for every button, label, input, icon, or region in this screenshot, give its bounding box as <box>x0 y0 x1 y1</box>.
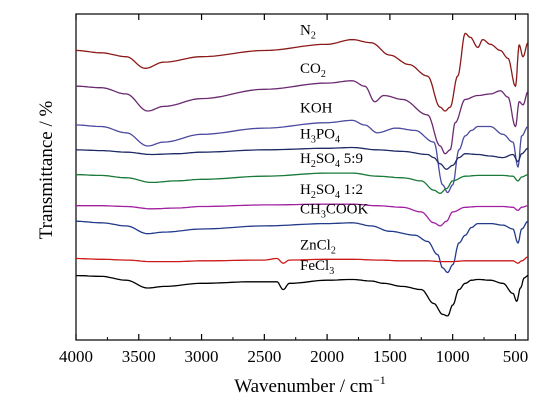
x-tick-label: 500 <box>503 347 529 366</box>
series-line-ch3cook <box>75 220 529 274</box>
x-tick-label: 3000 <box>185 347 219 366</box>
x-axis-title: Wavenumber / cm−1 <box>234 373 386 397</box>
series-label: H2SO4 1:2 <box>300 182 363 201</box>
series-label: H2SO4 5:9 <box>300 151 363 170</box>
series-label: CO2 <box>300 61 326 80</box>
x-axis-ticks: 4000 3500 3000 2500 2000 1500 1000 500 <box>59 14 528 366</box>
plot-frame <box>75 13 529 341</box>
x-tick-label: 2000 <box>310 347 344 366</box>
series-line-h3po4 <box>75 146 529 170</box>
x-tick-label: 1000 <box>436 347 470 366</box>
series-line-zncl2 <box>76 256 529 264</box>
series-line-h2so4-1-2 <box>76 203 529 227</box>
x-tick-label: 3500 <box>122 347 156 366</box>
series-label: KOH <box>300 101 333 117</box>
series-label: H3PO4 <box>300 126 340 145</box>
x-tick-label: 1500 <box>373 347 407 366</box>
series-line-fecl3 <box>76 274 528 317</box>
series-line-n2 <box>76 32 529 112</box>
series-label: N2 <box>300 22 316 41</box>
series-layer <box>75 32 529 317</box>
y-axis-title: Transmittance / % <box>36 101 57 240</box>
plot-area-border <box>75 13 529 341</box>
x-tick-label: 4000 <box>59 347 93 366</box>
series-line-h2so4-5-9 <box>76 172 528 194</box>
series-label: FeCl3 <box>300 258 334 277</box>
series-line-koh <box>76 119 529 194</box>
series-line-co2 <box>76 80 529 155</box>
series-label: CH3COOK <box>300 202 369 221</box>
x-tick-label: 2500 <box>247 347 281 366</box>
series-label: ZnCl2 <box>300 237 336 256</box>
